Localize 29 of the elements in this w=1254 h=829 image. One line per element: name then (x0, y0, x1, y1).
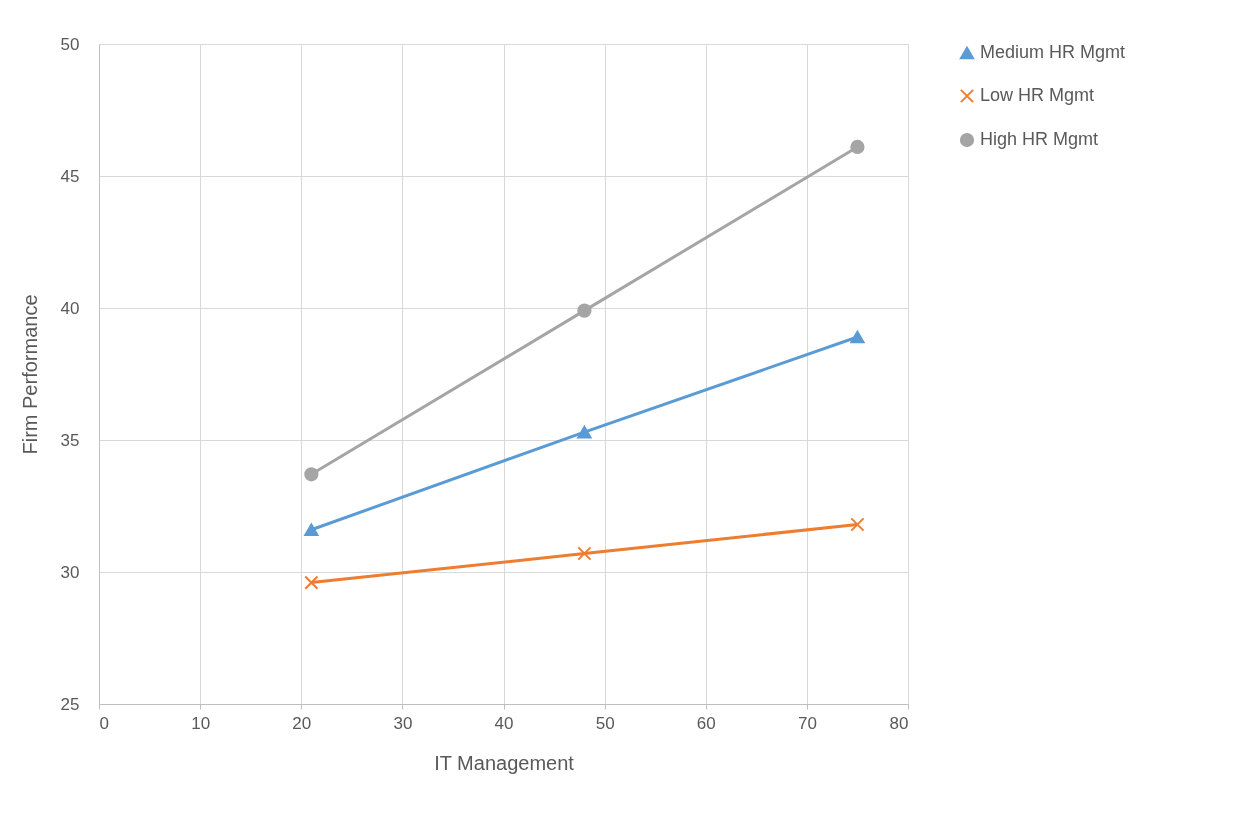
point (304, 467, 319, 482)
point (850, 139, 865, 155)
y-tick-label: 35 (60, 430, 80, 450)
x-tick-label: 60 (696, 713, 716, 733)
point (304, 575, 319, 590)
x-tick-label: 0 (99, 713, 109, 733)
x-tick-label: 40 (494, 713, 514, 733)
x-tick-label: 10 (191, 713, 211, 733)
x-tick-label: 30 (393, 713, 413, 733)
y-tick-label: 30 (60, 562, 80, 582)
x-tick-label: 80 (889, 713, 909, 733)
point (304, 523, 319, 537)
point (577, 425, 592, 439)
y-axis-title: Firm Performance (18, 294, 41, 455)
x-tick-label: 20 (292, 713, 312, 733)
y-tick-label: 25 (60, 694, 80, 714)
point (850, 517, 865, 532)
y-tick-label: 40 (60, 298, 80, 318)
y-tick-label: 50 (60, 34, 80, 54)
x-tick-label: 70 (797, 713, 817, 733)
point (850, 330, 865, 344)
point (577, 546, 592, 561)
y-tick-label: 45 (60, 166, 80, 186)
legend-label: High HR Mgmt (980, 129, 1099, 149)
x-axis-title: IT Management (434, 751, 575, 774)
point (577, 303, 592, 318)
legend-label: Medium HR Mgmt (980, 42, 1126, 62)
legend-label: Low HR Mgmt (980, 85, 1095, 105)
x-tick-label: 50 (595, 713, 615, 733)
